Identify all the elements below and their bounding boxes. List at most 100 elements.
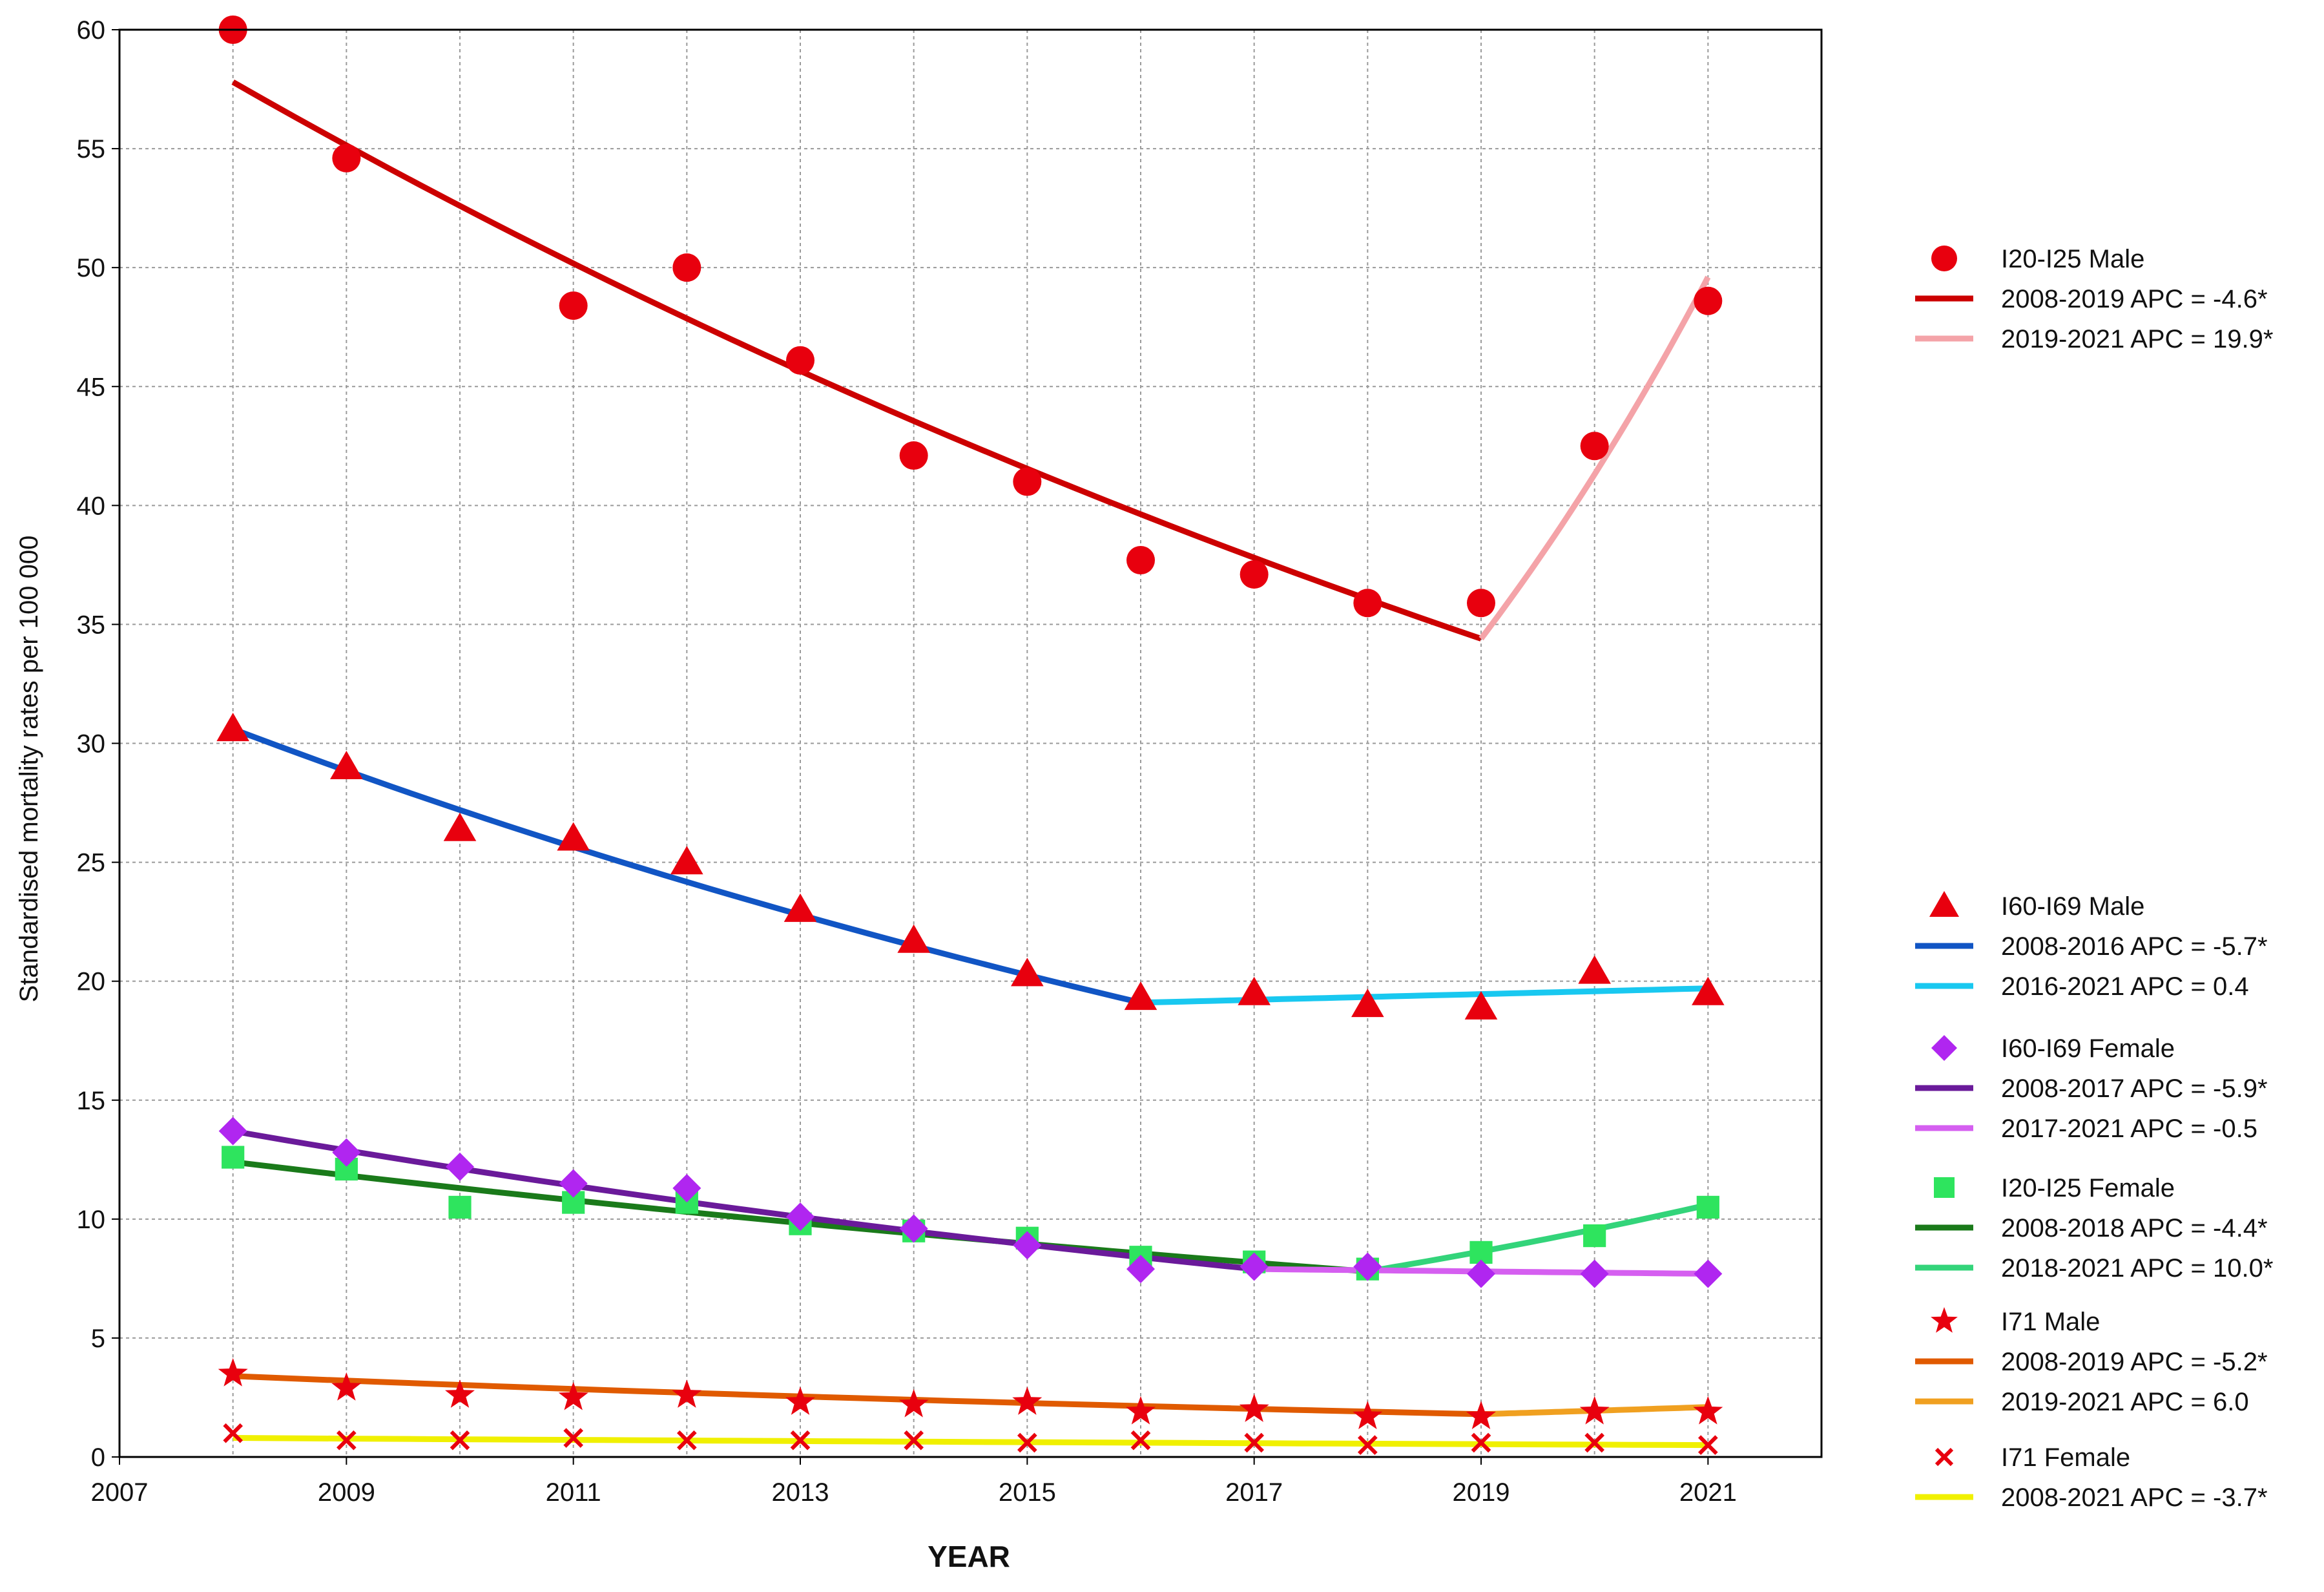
x-marker	[677, 1430, 697, 1451]
circle-marker	[1353, 589, 1382, 618]
x-tick-label: 2021	[1679, 1478, 1737, 1507]
x-marker	[1244, 1432, 1264, 1453]
triangle-marker	[330, 751, 363, 780]
diamond-marker	[1013, 1231, 1042, 1260]
legend-group: I71 Female 2008-2021 APC = -3.7*	[1915, 1443, 2268, 1512]
legend-trend-label: 2016-2021 APC = 0.4	[2001, 972, 2249, 1001]
square-marker	[448, 1195, 472, 1219]
diamond-marker	[1694, 1259, 1723, 1288]
triangle-marker	[670, 846, 703, 875]
data-markers	[216, 16, 1725, 1455]
x-stroke	[563, 1428, 583, 1448]
y-tick-label: 40	[77, 492, 106, 520]
x-marker	[563, 1428, 583, 1448]
star-marker	[1466, 1401, 1496, 1429]
legend-group: I60-I69 Female 2008-2017 APC = -5.9* 2017-…	[1915, 1034, 2268, 1143]
diamond-marker	[446, 1152, 474, 1181]
x-marker	[1584, 1432, 1604, 1453]
x-marker	[1471, 1432, 1491, 1453]
y-axis-title: Standardised mortality rates per 100 000	[15, 536, 43, 1003]
trend-line	[232, 726, 1142, 1006]
circle-marker	[899, 441, 928, 470]
x-stroke	[450, 1430, 470, 1451]
triangle-marker	[1238, 976, 1271, 1005]
y-tick-label: 55	[77, 135, 106, 163]
star-marker	[1353, 1401, 1383, 1429]
star-marker	[218, 1357, 248, 1387]
diamond-marker	[1467, 1259, 1495, 1288]
y-tick-label: 10	[77, 1206, 106, 1234]
trend-line	[1140, 985, 1708, 1006]
x-stroke	[904, 1430, 924, 1451]
x-marker	[337, 1430, 357, 1451]
square-marker	[1934, 1177, 1955, 1198]
triangle-marker	[557, 822, 590, 851]
diamond-marker	[1353, 1252, 1382, 1281]
star-marker	[672, 1379, 702, 1408]
square-marker	[222, 1146, 245, 1169]
diamond-marker	[1126, 1255, 1155, 1284]
triangle-marker	[1929, 891, 1959, 917]
star-marker	[898, 1388, 929, 1418]
star-marker	[1693, 1396, 1723, 1425]
x-stroke	[1358, 1435, 1378, 1455]
x-stroke	[1130, 1430, 1151, 1451]
star-marker	[1931, 1307, 1958, 1333]
legend-series-label: I60-I69 Female	[2001, 1034, 2175, 1063]
x-marker	[1130, 1430, 1151, 1451]
x-stroke	[1698, 1435, 1718, 1455]
legend-trend-label: 2008-2019 APC = -5.2*	[2001, 1348, 2268, 1376]
diamond-marker	[672, 1173, 701, 1202]
x-marker	[1017, 1432, 1037, 1453]
circle-marker	[1240, 560, 1269, 589]
x-stroke	[1017, 1432, 1037, 1453]
x-axis-title: YEAR	[928, 1540, 1010, 1573]
x-tick-label: 2011	[546, 1478, 601, 1507]
legend-trend-label: 2008-2016 APC = -5.7*	[2001, 932, 2268, 961]
trend-line	[1478, 275, 1711, 641]
diamond-marker	[1931, 1035, 1957, 1061]
triangle-marker	[443, 812, 477, 841]
star-marker	[1239, 1394, 1269, 1422]
square-marker	[1696, 1195, 1719, 1219]
x-tick-label: 2017	[1225, 1478, 1283, 1507]
y-tick-label: 20	[77, 968, 106, 996]
circle-marker	[332, 143, 361, 173]
x-stroke	[337, 1430, 357, 1451]
circle-marker	[786, 346, 814, 375]
circle-marker	[1580, 432, 1609, 461]
x-stroke	[1244, 1432, 1264, 1453]
trend-line	[231, 79, 1482, 642]
y-tick-label: 30	[77, 730, 106, 759]
legend-series-label: I60-I69 Male	[2001, 892, 2144, 921]
x-tick-label: 2013	[772, 1478, 829, 1507]
axes: 2007 2009 2011 2013 2015 2017 2019 2021 0 5 10 15 20…	[77, 16, 1823, 1507]
circle-marker	[1126, 546, 1155, 575]
x-marker	[450, 1430, 470, 1451]
star-marker	[1579, 1396, 1610, 1425]
legend-series-label: I20-I25 Male	[2001, 245, 2144, 273]
x-tick-label: 2009	[318, 1478, 375, 1507]
x-tick-label: 2015	[999, 1478, 1056, 1507]
circle-marker	[1931, 246, 1957, 271]
triangle-marker	[1351, 989, 1384, 1018]
x-marker	[1358, 1435, 1378, 1455]
circle-marker	[1013, 467, 1042, 496]
trend-line	[232, 1128, 1255, 1272]
circle-marker	[672, 253, 701, 282]
star-marker	[1126, 1396, 1156, 1425]
trend-line	[1367, 1202, 1709, 1275]
triangle-marker	[216, 713, 249, 742]
star-marker	[558, 1381, 588, 1410]
y-tick-label: 0	[91, 1443, 105, 1472]
legend-series-label: I71 Female	[2001, 1443, 2130, 1472]
legend-trend-label: 2019-2021 APC = 19.9*	[2001, 325, 2273, 353]
legend-trend-label: 2008-2021 APC = -3.7*	[2001, 1483, 2268, 1512]
legend-group: I20-I25 Male 2008-2019 APC = -4.6* 2019-20…	[1915, 245, 2273, 353]
legend-series-label: I71 Male	[2001, 1308, 2100, 1336]
legend-group: I20-I25 Female 2008-2018 APC = -4.4* 2018-…	[1915, 1174, 2273, 1283]
trend-line	[233, 1373, 1482, 1418]
triangle-marker	[783, 893, 817, 922]
diamond-marker	[218, 1116, 247, 1146]
square-marker	[1583, 1224, 1606, 1248]
